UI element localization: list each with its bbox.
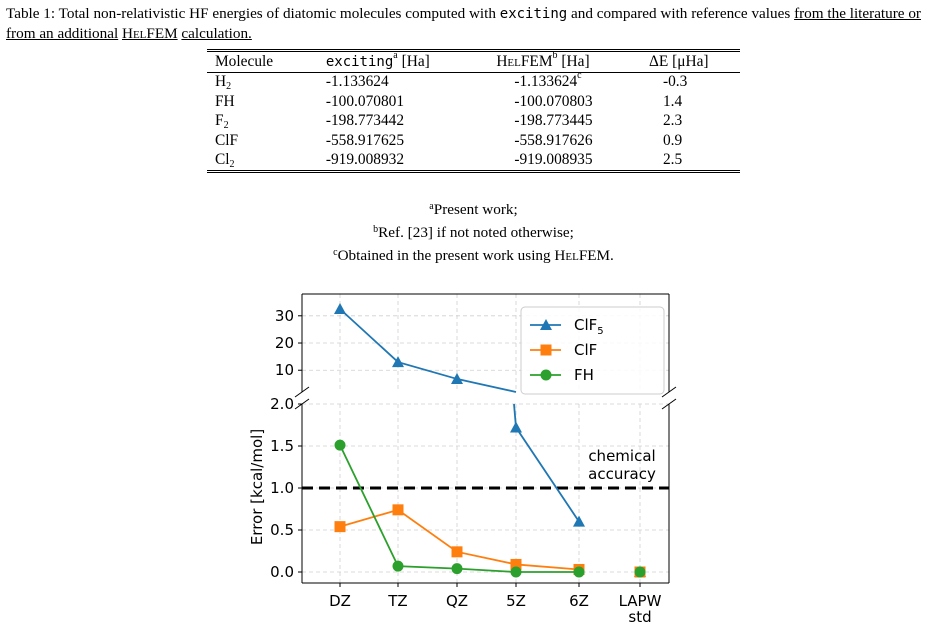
data-point-clf	[451, 546, 463, 558]
y-tick-label-upper: 20	[275, 334, 294, 352]
series-line-clf5-lower	[513, 403, 580, 523]
footnote-c: cObtained in the present work using HelF…	[333, 247, 614, 264]
caption-code: exciting	[499, 6, 568, 22]
footnote-b: bRef. [23] if not noted otherwise;	[373, 224, 574, 241]
cell-exciting: -558.917625	[325, 131, 405, 149]
cell-helfem: -1.133624c	[514, 70, 582, 91]
x-tick-label: DZ	[329, 592, 351, 610]
x-tick-label: 6Z	[569, 592, 589, 610]
data-point-clf5	[510, 421, 522, 433]
table-footnotes: aPresent work; bRef. [23] if not noted o…	[200, 198, 747, 267]
table-header-row: Molecule excitinga [Ha] HelFEMb [Ha] ΔE …	[207, 49, 740, 73]
footnote-a: aPresent work;	[429, 201, 518, 218]
cell-exciting: -198.773442	[325, 112, 405, 130]
legend-marker	[540, 344, 552, 356]
legend-label: ClF	[574, 341, 597, 359]
legend-marker	[540, 369, 552, 381]
series-line-clf5-upper	[339, 308, 517, 393]
cell-delta: 2.3	[662, 112, 683, 130]
chemical-accuracy-label: accuracy	[588, 465, 656, 483]
caption-text-a: Total non-relativistic HF energies of di…	[58, 5, 496, 22]
axis-break-mark	[661, 398, 677, 410]
data-point-fh	[510, 566, 522, 578]
caption-helfem: HelFEM	[121, 25, 178, 42]
chart-legend: ClF5 ClF FH	[520, 306, 665, 395]
data-point-clf5	[573, 515, 585, 527]
legend-marker	[540, 319, 552, 330]
legend-label: ClF5	[574, 316, 604, 337]
cell-delta: 1.4	[662, 92, 683, 110]
cell-exciting: -100.070801	[325, 92, 405, 110]
header-delta: ΔE [μHa]	[640, 49, 740, 73]
data-point-clf5	[392, 356, 404, 368]
table-row: H2 -1.133624 -1.133624c -0.3	[207, 70, 740, 93]
table-row: F2 -198.773442 -198.773445 2.3	[207, 112, 740, 132]
cell-helfem: -198.773445	[514, 112, 593, 130]
header-helfem: HelFEMb [Ha]	[488, 49, 641, 73]
cell-exciting: -919.008932	[303, 150, 489, 173]
x-tick-label: TZ	[387, 592, 407, 610]
data-point-fh	[334, 439, 346, 451]
caption-text-c: from the literature or from an additiona…	[6, 5, 921, 42]
caption-text-b: and compared with reference values	[571, 5, 791, 22]
cell-exciting: -1.133624	[325, 73, 389, 91]
data-point-clf	[334, 521, 346, 533]
data-point-clf5	[334, 303, 346, 314]
x-tick-label: std	[628, 608, 651, 626]
table-row: FH -100.070801 -100.070803 1.4	[207, 92, 740, 112]
table-caption: Table 1: Total non-relativistic HF energ…	[6, 4, 941, 44]
y-tick-label-lower: 1.5	[270, 437, 294, 455]
data-point-fh	[451, 563, 463, 575]
cell-delta: 2.5	[640, 150, 740, 173]
axis-break-mark	[294, 386, 310, 398]
caption-label: Table 1:	[6, 5, 56, 22]
y-tick-label-lower: 0.0	[270, 563, 294, 581]
data-point-clf	[392, 504, 404, 516]
cell-helfem: -558.917626	[514, 131, 593, 149]
table-row: ClF -558.917625 -558.917626 0.9	[207, 131, 740, 151]
y-tick-label-upper: 30	[275, 307, 294, 325]
data-point-fh	[573, 566, 585, 578]
data-point-fh	[392, 560, 404, 572]
header-molecule: Molecule	[207, 49, 304, 73]
y-tick-label-upper: 10	[275, 361, 294, 379]
data-point-clf	[510, 558, 522, 570]
chemical-accuracy-label: chemical	[588, 447, 655, 465]
y-tick-label-lower: 1.0	[270, 479, 294, 497]
data-point-clf5	[451, 372, 463, 384]
y-tick-label-lower: 0.5	[270, 521, 294, 539]
x-tick-label: 5Z	[506, 592, 526, 610]
table-row: Cl2 -919.008932 -919.008935 2.5	[207, 150, 740, 173]
cell-molecule: H2	[215, 73, 232, 93]
y-tick-label-lower: 2.0	[270, 395, 294, 413]
cell-helfem: -919.008935	[488, 150, 641, 173]
x-tick-label: LAPW	[619, 592, 662, 610]
energy-table: Molecule excitinga [Ha] HelFEMb [Ha] ΔE …	[207, 49, 740, 173]
legend-label: FH	[574, 366, 594, 384]
data-point-fh	[634, 566, 646, 578]
cell-molecule: FH	[215, 92, 235, 110]
cell-molecule: F2	[215, 112, 229, 132]
cell-molecule: ClF	[215, 131, 239, 149]
legend-box	[520, 306, 665, 395]
caption-text-d: calculation.	[181, 25, 252, 42]
cell-delta: 0.9	[662, 131, 683, 149]
y-axis-label: Error [kcal/mol]	[248, 429, 266, 545]
header-exciting: excitinga [Ha]	[303, 49, 489, 73]
cell-helfem: -100.070803	[514, 92, 593, 110]
axis-break-mark	[661, 386, 677, 398]
cell-molecule: Cl2	[207, 150, 304, 173]
cell-delta: -0.3	[662, 73, 688, 91]
x-tick-label: QZ	[446, 592, 468, 610]
